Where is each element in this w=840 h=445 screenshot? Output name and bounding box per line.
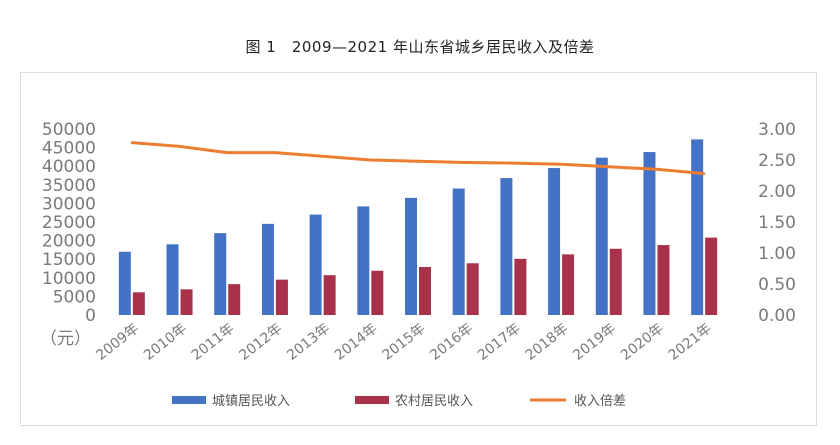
rural-income-bar (419, 267, 431, 315)
legend-urban-label: 城镇居民收入 (212, 394, 290, 409)
rural-income-bar (275, 279, 288, 315)
x-axis-tick-label: 2012年 (236, 321, 285, 364)
right-axis-tick-label: 1.00 (758, 244, 796, 264)
rural-income-bar (466, 263, 479, 315)
right-axis-tick-label: 3.00 (758, 120, 796, 140)
income-ratio-point (702, 172, 706, 175)
rural-income-bar (228, 284, 241, 315)
income-ratio-point (464, 161, 467, 164)
urban-income-bar (548, 168, 561, 315)
legend-rural-swatch (355, 396, 389, 404)
x-axis-tick-label: 2009年 (93, 321, 142, 364)
left-axis-tick-label: 10000 (42, 269, 96, 289)
urban-income-bar (357, 206, 370, 315)
income-ratio-point (512, 161, 515, 165)
rural-income-bar (705, 237, 718, 315)
chart-title: 图 1 2009—2021 年山东省城乡居民收入及倍差 (245, 38, 595, 56)
x-axis-tick-label: 2019年 (570, 321, 619, 364)
left-axis-tick-label: 45000 (42, 139, 96, 159)
urban-income-bar (595, 157, 608, 315)
x-axis-tick-label: 2018年 (523, 321, 572, 364)
left-axis-tick-label: 50000 (42, 120, 96, 140)
left-axis-tick-label: 25000 (42, 213, 96, 233)
rural-income-bar (562, 254, 575, 315)
income-ratio-point (416, 160, 420, 163)
right-axis-tick-label: 0.00 (758, 306, 796, 326)
ratio-line-layer (130, 141, 706, 176)
urban-income-bar (643, 152, 656, 315)
rural-income-bar (371, 270, 384, 315)
rural-income-bar (180, 289, 193, 315)
income-ratio-point (369, 158, 372, 162)
left-axis-tick-label: 40000 (42, 157, 96, 177)
left-axis-tick-label: 20000 (42, 232, 96, 252)
rural-income-bar (323, 275, 336, 315)
left-axis-tick-label: 15000 (42, 250, 96, 270)
x-axis-tick-label: 2020年 (618, 321, 667, 364)
x-axis-tick-label: 2011年 (189, 321, 238, 364)
left-axis-tick-label: 30000 (42, 194, 96, 214)
rural-income-bar (514, 258, 527, 315)
urban-income-bar (691, 139, 704, 315)
x-axis-tick-label: 2014年 (332, 321, 381, 364)
chart-frame (20, 72, 817, 426)
income-ratio-line (131, 141, 705, 176)
x-axis-tick-label: 2015年 (379, 321, 428, 364)
left-axis-unit-label: （元） (40, 329, 91, 349)
rural-income-bar (132, 292, 145, 315)
left-axis-tick-label: 0 (85, 306, 96, 326)
x-axis-tick-label: 2016年 (427, 321, 476, 364)
right-axis-tick-label: 0.50 (758, 275, 796, 295)
right-axis-tick-label: 2.00 (758, 182, 796, 202)
urban-income-bar (214, 233, 227, 315)
x-axis-tick-label: 2021年 (666, 321, 715, 364)
rural-income-bar (609, 248, 622, 315)
income-ratio-point (655, 168, 658, 171)
income-ratio-point (226, 151, 229, 154)
income-ratio-point (321, 155, 324, 158)
bars-layer (118, 139, 718, 315)
left-axis-tick-label: 5000 (53, 287, 96, 307)
legend-urban-swatch (172, 396, 206, 404)
urban-income-bar (309, 214, 322, 315)
urban-income-bar (500, 178, 513, 315)
legend-ratio-label: 收入倍差 (574, 394, 626, 409)
axis-layer: 0500010000150002000025000300003500040000… (40, 120, 796, 364)
right-axis-tick-label: 1.50 (758, 213, 796, 233)
left-axis-tick-label: 35000 (42, 176, 96, 196)
urban-income-bar (261, 223, 274, 315)
income-ratio-point (178, 145, 181, 148)
right-axis-tick-label: 2.50 (758, 151, 796, 171)
x-axis-tick-label: 2010年 (141, 321, 190, 364)
x-axis-tick-label: 2013年 (284, 321, 333, 364)
urban-income-bar (166, 244, 179, 315)
income-ratio-point (130, 141, 134, 144)
urban-income-bar (118, 251, 131, 315)
income-ratio-point (559, 163, 563, 166)
x-axis-tick-label: 2017年 (475, 321, 524, 364)
income-ratio-point (273, 151, 277, 154)
rural-income-bar (657, 245, 670, 315)
urban-income-bar (452, 188, 465, 315)
legend-rural-label: 农村居民收入 (395, 394, 473, 409)
urban-income-bar (405, 197, 417, 315)
legend: 城镇居民收入 农村居民收入 收入倍差 (172, 394, 626, 409)
income-ratio-point (607, 165, 610, 169)
